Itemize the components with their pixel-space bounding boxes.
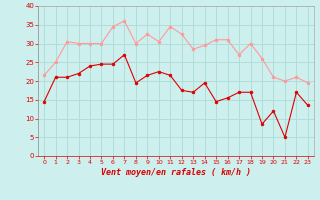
X-axis label: Vent moyen/en rafales ( km/h ): Vent moyen/en rafales ( km/h ) (101, 168, 251, 177)
